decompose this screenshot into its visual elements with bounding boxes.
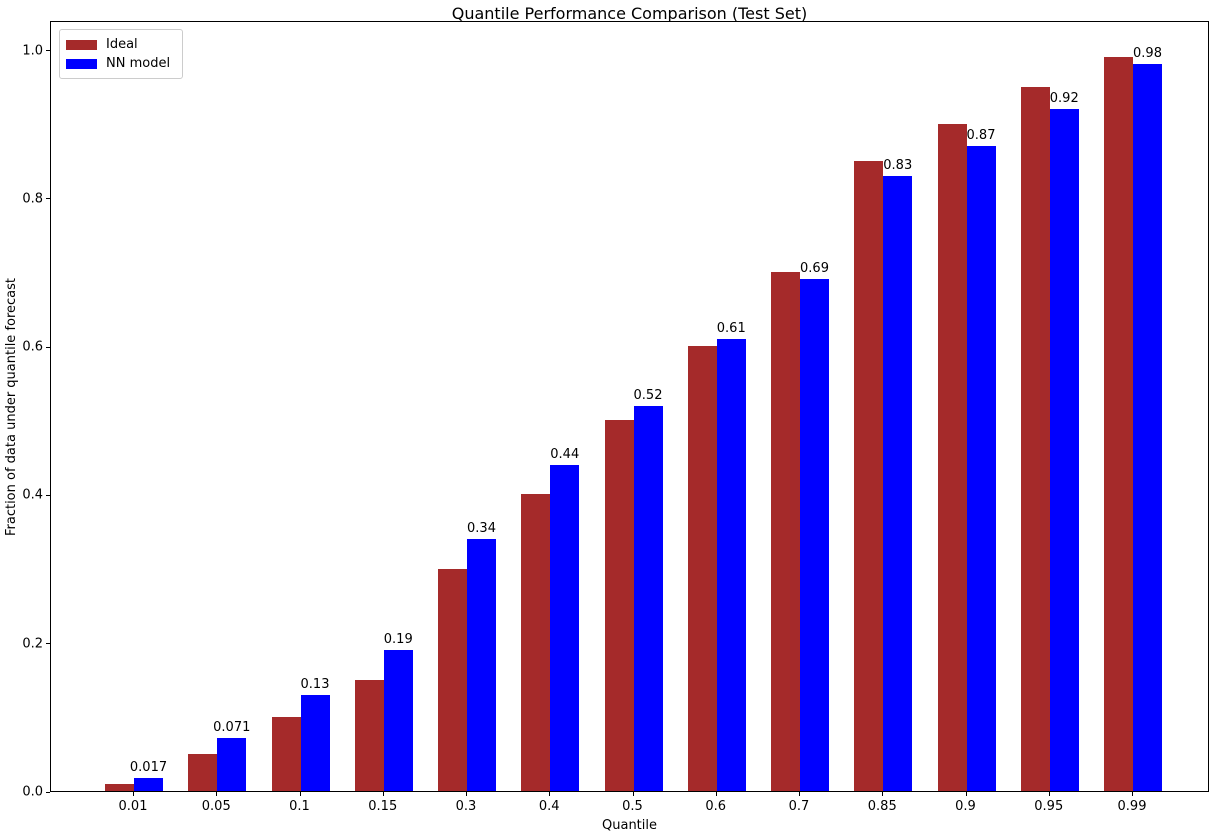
y-tick-label: 0.0 <box>22 784 43 800</box>
bar-nn-model <box>300 694 330 791</box>
x-axis-label: Quantile <box>602 818 657 833</box>
bar-nn-model <box>966 146 996 791</box>
bar-value-label: 0.87 <box>966 128 996 144</box>
y-tick-mark <box>46 494 50 496</box>
bar-ideal <box>354 679 384 791</box>
y-tick-mark <box>46 346 50 348</box>
x-tick-label: 0.5 <box>622 799 643 814</box>
y-axis-label: Fraction of data under quantile forecast <box>4 277 19 537</box>
bar-nn-model <box>383 650 413 791</box>
legend-swatch-nn-model <box>66 58 97 69</box>
bar-nn-model <box>800 279 829 791</box>
bar-value-label: 0.69 <box>800 261 829 277</box>
bar-ideal <box>188 753 218 791</box>
y-tick-mark <box>46 791 50 793</box>
x-tick-label: 0.6 <box>705 799 727 814</box>
bar-value-label: 0.83 <box>883 157 913 173</box>
bar-nn-model <box>633 405 663 791</box>
legend-label-ideal: Ideal <box>106 37 138 52</box>
bar-value-label: 0.34 <box>467 520 496 536</box>
bar-ideal <box>604 420 634 791</box>
bar-ideal <box>771 272 800 791</box>
bar-value-label: 0.017 <box>129 760 168 776</box>
x-tick-label: 0.85 <box>867 799 897 814</box>
legend-swatch-ideal <box>66 39 97 50</box>
x-tick-label: 0.7 <box>788 799 810 814</box>
bar-ideal <box>937 123 967 791</box>
x-tick-mark <box>216 792 218 796</box>
legend-item-nn-model: NN model <box>66 54 174 73</box>
y-tick-mark <box>46 643 50 645</box>
bar-value-label: 0.61 <box>716 320 746 336</box>
bar-nn-model <box>467 538 496 791</box>
y-tick-label: 1.0 <box>22 43 43 59</box>
bar-value-label: 0.44 <box>550 446 580 462</box>
bar-ideal <box>271 716 301 791</box>
bar-value-label: 0.98 <box>1133 46 1162 62</box>
x-tick-label: 0.1 <box>289 799 310 814</box>
bar-value-label: 0.071 <box>213 720 251 736</box>
x-tick-mark <box>799 792 800 796</box>
x-tick-mark <box>549 792 551 796</box>
bar-nn-model <box>550 464 580 791</box>
bar-nn-model <box>217 738 247 791</box>
x-tick-mark <box>1048 792 1050 796</box>
x-tick-label: 0.95 <box>1034 799 1064 814</box>
bar-ideal <box>521 494 551 791</box>
x-tick-mark <box>382 792 384 796</box>
x-tick-mark <box>466 792 467 796</box>
x-tick-mark <box>882 792 884 796</box>
plot-area: Ideal NN model 0.017 0.071 0.13 0.19 0.34 0.4… <box>50 21 1209 792</box>
bar-ideal <box>105 783 134 791</box>
bar-value-label: 0.13 <box>300 676 330 692</box>
bar-value-label: 0.19 <box>383 632 413 648</box>
chart-title: Quantile Performance Comparison (Test Se… <box>451 4 808 23</box>
x-tick-label: 0.05 <box>201 799 231 814</box>
legend-item-ideal: Ideal <box>66 35 174 54</box>
y-tick-label: 0.8 <box>22 191 43 207</box>
x-tick-mark <box>715 792 717 796</box>
x-tick-label: 0.99 <box>1117 799 1147 814</box>
bar-value-label: 0.52 <box>633 387 663 403</box>
bar-ideal <box>854 160 884 791</box>
bar-nn-model <box>134 778 163 791</box>
x-tick-label: 0.01 <box>118 799 148 814</box>
bar-ideal <box>687 346 717 791</box>
y-tick-label: 0.6 <box>22 339 43 355</box>
bar-ideal <box>1104 57 1133 791</box>
bar-nn-model <box>1133 64 1162 791</box>
bar-ideal <box>438 568 467 791</box>
legend-label-nn-model: NN model <box>106 56 171 71</box>
x-tick-mark <box>965 792 967 796</box>
x-tick-label: 0.9 <box>955 799 976 814</box>
x-tick-label: 0.4 <box>538 799 560 814</box>
legend: Ideal NN model <box>59 29 183 79</box>
bar-nn-model <box>716 338 746 791</box>
bar-nn-model <box>883 175 913 791</box>
bar-nn-model <box>1049 108 1079 791</box>
y-tick-label: 0.4 <box>22 487 43 503</box>
y-tick-mark <box>46 198 50 200</box>
x-tick-mark <box>1132 792 1133 796</box>
y-tick-label: 0.2 <box>22 636 43 652</box>
y-tick-mark <box>46 50 50 52</box>
x-tick-mark <box>299 792 301 796</box>
x-tick-label: 0.3 <box>455 799 477 814</box>
x-tick-mark <box>632 792 634 796</box>
x-tick-label: 0.15 <box>368 799 398 814</box>
bar-ideal <box>1020 86 1050 791</box>
bar-value-label: 0.92 <box>1049 90 1079 106</box>
x-tick-mark <box>133 792 134 796</box>
